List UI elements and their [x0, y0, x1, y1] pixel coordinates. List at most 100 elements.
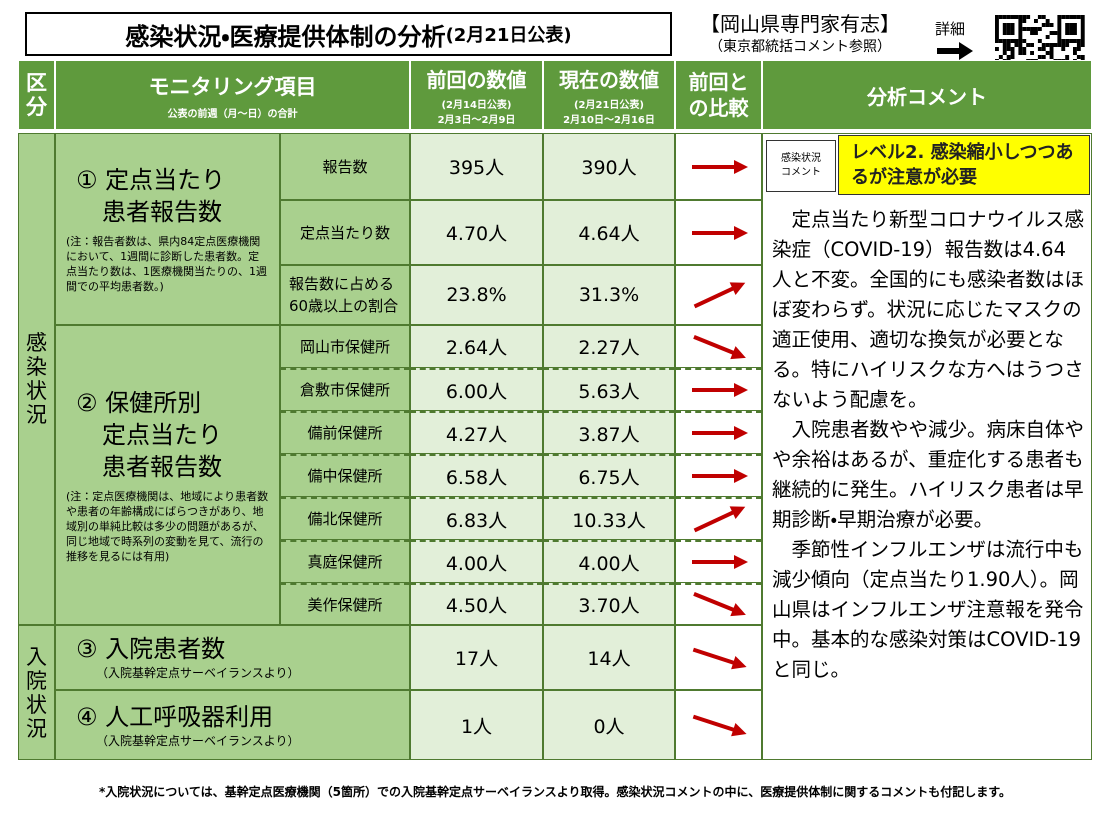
qr-cell [1010, 27, 1015, 31]
qr-cell [1010, 23, 1015, 27]
prev-value: 17人 [454, 648, 499, 670]
qr-cell [1006, 43, 1011, 47]
compare-arrow [691, 159, 748, 174]
qr-cell [1076, 43, 1081, 47]
item-title: 定点当たり [102, 420, 222, 449]
row-label-text: 定点当たり数 [299, 223, 390, 242]
level-text: レベル2. 感染縮小しつつあるが注意が必要 [851, 142, 1074, 188]
qr-cell [1049, 47, 1054, 51]
row-label-text: 報告数 [322, 157, 368, 176]
qr-cell [1037, 27, 1042, 31]
cur-cell: 4.64人 [543, 200, 675, 265]
row-label: 美作保健所 [280, 583, 410, 625]
qr-cell [1037, 15, 1042, 19]
qr-cell [1076, 15, 1081, 19]
qr-cell [1065, 55, 1070, 59]
item-title: ④ 人工呼吸器利用 [76, 702, 274, 731]
item-title: 患者報告数 [102, 198, 222, 226]
qr-cell [1049, 55, 1054, 59]
compare-arrow [691, 382, 748, 397]
qr-cell [1065, 31, 1070, 35]
cur-value: 3.70人 [578, 595, 640, 617]
cur-cell: 2.27人 [543, 325, 675, 368]
row-label: 真庭保健所 [280, 540, 410, 583]
qr-cell [1006, 27, 1011, 31]
qr-cell [1041, 55, 1046, 59]
prev-value: 6.00人 [445, 380, 508, 403]
detail-arrow [937, 42, 973, 60]
prev-value: 6.83人 [445, 509, 508, 532]
cur-header: 現在の数値 [559, 68, 659, 92]
qr-cell [995, 23, 999, 27]
qr-cell [1053, 43, 1058, 47]
cur-value: 4.64人 [578, 223, 640, 245]
qr-cell [1076, 47, 1081, 51]
qr-cell [1037, 47, 1042, 51]
title-box: 感染状況・医療提供体制の分析 (2月21日公表) [25, 12, 672, 56]
compare-arrow [692, 647, 747, 669]
qr-cell [1057, 43, 1062, 47]
qr-cell [1049, 31, 1054, 35]
cur-value: 0人 [593, 715, 625, 738]
qr-cell [1045, 35, 1050, 39]
qr-cell [1069, 27, 1073, 31]
qr-cell [1073, 23, 1077, 27]
prev-date: (2月14日公表) [441, 100, 512, 111]
group-1-label: 入院状況 [26, 644, 47, 741]
qr-cell [1014, 39, 1019, 43]
qr-cell [1030, 43, 1034, 47]
item-title: 患者報告数 [102, 452, 222, 481]
item-title: ③ 入院患者数 [76, 635, 226, 663]
qr-cell [1080, 43, 1085, 47]
qr-cell [1076, 55, 1081, 59]
qr-cell [1018, 39, 1023, 43]
qr-cell [1049, 51, 1054, 55]
prev-cell: 4.70人 [410, 200, 543, 265]
comment-panel [762, 133, 1092, 760]
qr-cell [1073, 51, 1077, 55]
detail: 詳細 [934, 19, 965, 38]
comment-paragraph: 入院患者数やや減少。病床自体やや余裕はあるが、重症化する患者も継続的に発生。ハイ… [772, 418, 1085, 531]
cur-cell: 31.3% [543, 265, 675, 325]
qr-cell [1006, 55, 1011, 59]
item-note: (注：定点医療機関は、地域により患者数や患者の年齢構成にばらつきがあり、地域別の… [66, 489, 269, 563]
prev-value: 6.58人 [445, 466, 508, 489]
qr-cell [998, 39, 1003, 43]
compare-arrow [691, 225, 748, 240]
expert: 【岡山県専門家有志】 [700, 11, 900, 36]
qr-cell [1002, 43, 1007, 47]
row-label-text: 備中保健所 [307, 467, 383, 485]
qr-cell [995, 15, 999, 19]
qr-cell [1080, 27, 1085, 31]
qr-cell [1018, 23, 1023, 27]
qr-cell [1034, 31, 1038, 35]
title: 感染状況・医療提供体制の分析 [125, 22, 446, 51]
cur-value: 390人 [581, 157, 637, 179]
comment-label: 感染状況コメント [781, 153, 821, 178]
header-item: モニタリング項目 公表の前週（月～日）の合計 [55, 60, 410, 130]
qr-cell [1026, 27, 1031, 31]
qr-cell [1041, 15, 1046, 19]
qr-cell [1080, 31, 1085, 35]
prev-value: 4.27人 [445, 423, 508, 446]
row-label-text: 備北保健所 [307, 510, 383, 528]
item-note: （入院基幹定点サーベイランスより） [96, 733, 300, 748]
qr-cell [1002, 39, 1007, 43]
qr-cell [1076, 39, 1081, 43]
qr-cell [1061, 15, 1066, 19]
qr-cell [1057, 35, 1062, 39]
qr-cell [1053, 31, 1058, 35]
date: (2月21日公表) [445, 25, 572, 46]
qr-cell [1006, 31, 1011, 35]
row-label: 報告数 [280, 133, 410, 200]
qr-cell [1065, 27, 1070, 31]
header-prev: 前回の数値 (2月14日公表) 2月3日～2月9日 [410, 60, 543, 130]
qr-cell [1057, 15, 1062, 19]
footer-text: *入院状況については、基幹定点医療機関（5箇所）での入院基幹定点サーベイランスよ… [99, 784, 1011, 799]
qr-cell [1061, 47, 1066, 51]
comment-label-box: 感染状況コメント [766, 140, 836, 192]
qr-cell [1010, 31, 1015, 35]
qr-cell [1069, 23, 1073, 27]
qr-cell [1080, 55, 1085, 59]
qr-cell [1018, 15, 1023, 19]
